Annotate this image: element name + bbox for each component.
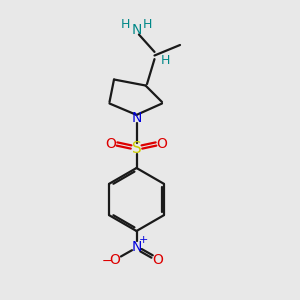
Text: H: H [120,18,130,31]
Text: H: H [160,53,170,67]
Text: O: O [110,253,120,267]
Text: +: + [138,235,148,245]
Text: O: O [153,253,164,267]
Text: S: S [132,141,141,156]
Text: O: O [106,137,116,151]
Text: −: − [101,255,112,268]
Text: N: N [131,23,142,37]
Text: O: O [157,137,167,151]
Text: N: N [131,112,142,125]
Text: H: H [143,18,153,31]
Text: N: N [131,240,142,254]
